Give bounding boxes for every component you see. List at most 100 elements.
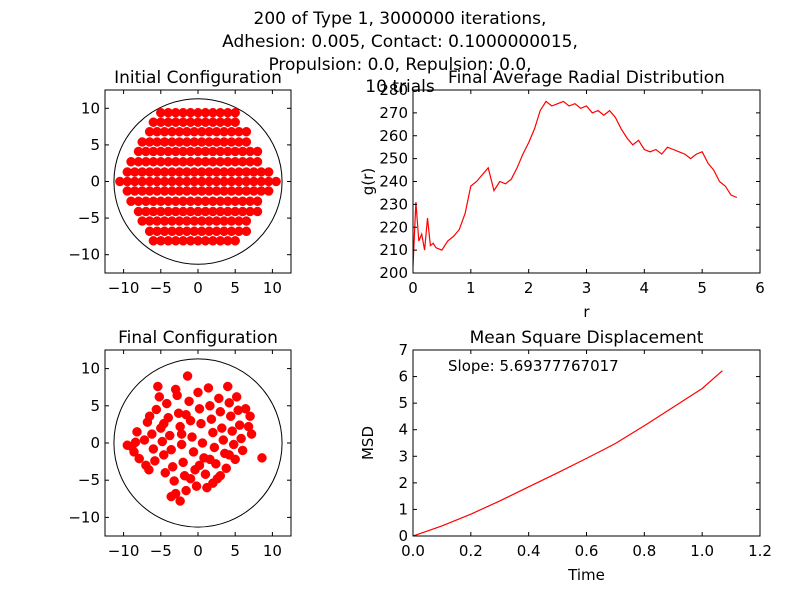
plot-area: [413, 370, 723, 536]
data-point: [234, 420, 245, 430]
data-point: [241, 137, 252, 147]
axes-frame: [412, 349, 761, 537]
data-point: [257, 453, 267, 463]
x-axis-label: Time: [567, 566, 605, 584]
data-point: [150, 456, 160, 466]
y-tick-label: 2: [398, 474, 408, 492]
series-line: [413, 100, 738, 267]
x-tick-label: 2: [524, 279, 534, 297]
data-point: [241, 216, 252, 226]
x-tick-label: 0: [408, 279, 418, 297]
data-point: [215, 407, 226, 417]
y-tick-label: 280: [379, 81, 408, 99]
x-tick-label: 4: [640, 279, 650, 297]
x-tick-label: −10: [108, 542, 140, 560]
boundary-circle: [113, 98, 283, 265]
x-tick-label: 5: [230, 542, 240, 560]
data-point: [181, 485, 191, 496]
subplot-title: Mean Square Displacement: [470, 328, 704, 348]
data-point: [169, 476, 179, 486]
data-point: [132, 427, 142, 437]
x-tick-label: 0.0: [401, 542, 425, 560]
data-point: [230, 236, 240, 246]
data-point: [214, 393, 224, 404]
figure-suptitle-line-4: 10 trials: [365, 77, 435, 97]
x-tick-label: 0.2: [459, 542, 483, 560]
data-point: [208, 478, 218, 488]
data-point: [230, 107, 240, 118]
x-tick-label: 0.8: [632, 542, 656, 560]
data-point: [215, 470, 226, 481]
x-tick-label: −5: [150, 542, 172, 560]
data-point: [203, 383, 214, 393]
data-point: [167, 462, 178, 472]
data-point: [139, 435, 150, 445]
subplot-1: −10 −5 0 5 10 −10 −5 0 5 10 Initial Configuration: [68, 68, 292, 297]
plot-area: [113, 98, 283, 265]
x-tick-label: 10: [263, 542, 282, 560]
data-point: [240, 404, 251, 414]
figure-suptitle-line-2: Adhesion: 0.005, Contact: 0.1000000015,: [222, 32, 578, 52]
figure-suptitle-line-1: 200 of Type 1, 3000000 iterations,: [253, 9, 547, 29]
data-point: [184, 396, 194, 407]
data-point: [252, 156, 263, 167]
plot-area: [113, 358, 283, 528]
data-point: [252, 196, 263, 207]
data-point: [148, 444, 159, 454]
y-tick-label: 0: [90, 173, 100, 191]
data-point: [225, 411, 236, 421]
subplot-title: Final Configuration: [118, 328, 278, 348]
data-point: [227, 426, 237, 436]
data-point: [129, 447, 139, 457]
y-axis-label: g(r): [359, 168, 377, 195]
y-tick-label: 5: [90, 136, 100, 154]
data-point: [206, 414, 217, 424]
data-point: [200, 469, 211, 479]
x-tick-label: 1.2: [748, 542, 772, 560]
data-point: [134, 453, 144, 464]
x-tick-label: 1.0: [690, 542, 714, 560]
data-point: [271, 176, 281, 187]
x-tick-label: −5: [150, 279, 172, 297]
x-tick-label: 6: [755, 279, 765, 297]
data-point: [228, 439, 239, 450]
data-point: [144, 411, 155, 421]
data-point: [154, 392, 165, 402]
data-point: [252, 206, 263, 217]
data-point: [166, 444, 176, 455]
x-tick-label: 0.6: [575, 542, 599, 560]
data-point: [151, 404, 162, 415]
data-point: [164, 430, 175, 441]
data-point: [223, 381, 233, 392]
data-point: [159, 450, 169, 460]
data-point: [236, 433, 246, 444]
subplot-title: Final Average Radial Distribution: [448, 68, 725, 88]
subplot-title: Initial Configuration: [114, 68, 282, 88]
axes-frame: [412, 89, 761, 274]
x-tick-label: 0.4: [517, 542, 541, 560]
y-tick-label: 0: [90, 434, 100, 452]
data-point: [224, 398, 234, 408]
y-tick-label: 3: [398, 447, 408, 465]
data-point: [221, 463, 232, 474]
data-point: [230, 117, 240, 127]
data-point: [191, 481, 202, 491]
y-tick-label: −10: [68, 508, 100, 526]
data-point: [205, 454, 215, 465]
y-tick-label: 6: [398, 368, 408, 386]
data-point: [237, 445, 248, 456]
x-tick-label: 5: [230, 279, 240, 297]
x-tick-label: 0: [193, 542, 203, 560]
data-point: [159, 418, 169, 429]
data-point: [162, 398, 172, 409]
y-tick-label: 220: [379, 218, 408, 236]
data-point: [217, 423, 227, 433]
data-point: [176, 439, 187, 450]
y-tick-label: 200: [379, 264, 408, 282]
x-tick-label: 0: [193, 279, 203, 297]
data-point: [209, 442, 220, 453]
data-point: [172, 390, 182, 401]
data-point: [181, 409, 191, 420]
data-point: [241, 126, 252, 137]
